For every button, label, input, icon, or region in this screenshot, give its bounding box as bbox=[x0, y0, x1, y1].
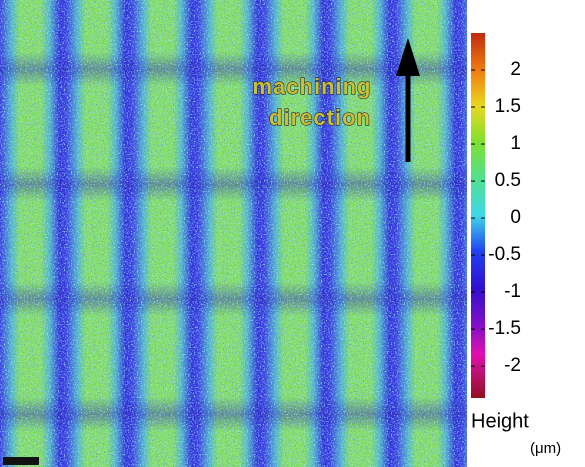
colorbar-tick-label: 1 bbox=[510, 133, 521, 154]
colorbar-tick-label: -1.5 bbox=[488, 318, 521, 339]
colorbar-tick-label: 2 bbox=[510, 59, 521, 80]
colorbar-label: Height bbox=[471, 410, 529, 432]
colorbar-tick-label: -2 bbox=[504, 355, 521, 376]
height-map bbox=[0, 0, 467, 467]
annotation-line: machining bbox=[252, 74, 371, 99]
direction-arrow bbox=[396, 38, 420, 162]
colorbar-tick-label: -0.5 bbox=[488, 244, 521, 265]
annotation-line: direction bbox=[269, 105, 371, 130]
colorbar-tick-label: -1 bbox=[504, 281, 521, 302]
colorbar-unit: (μm) bbox=[530, 440, 561, 457]
colorbar-tick-label: 1.5 bbox=[495, 96, 521, 117]
colorbar bbox=[471, 33, 485, 398]
colorbar-tick-label: 0.5 bbox=[495, 170, 521, 191]
colorbar-tick-label: 0 bbox=[510, 207, 521, 228]
